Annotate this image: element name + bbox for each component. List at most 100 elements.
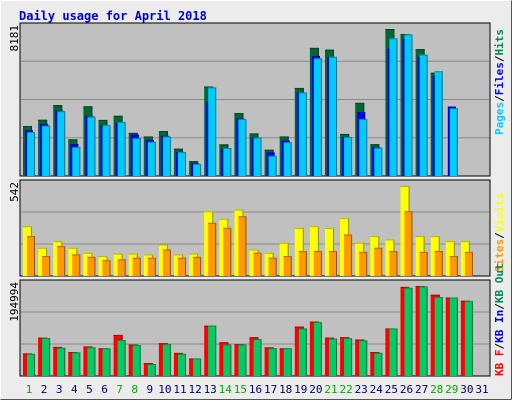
bar-hits-day-15 (238, 119, 247, 176)
bar-kbout-day-14 (223, 344, 232, 376)
bar-sites-day-11 (178, 257, 186, 276)
x-label-day-21: 21 (324, 383, 337, 396)
bar-sites-day-25 (389, 251, 398, 276)
bar-hits-day-1 (27, 131, 35, 176)
bar-sites-day-14 (223, 227, 232, 276)
bar-hits-day-5 (87, 116, 96, 176)
bar-sites-day-3 (57, 246, 66, 276)
bar-sites-day-6 (102, 260, 111, 276)
legend-sites: Sites (493, 239, 506, 272)
bar-kbout-day-30 (464, 301, 473, 376)
bar-kbout-day-20 (313, 321, 322, 376)
bar-sites-day-20 (313, 251, 322, 276)
bar-sites-day-1 (27, 236, 35, 276)
x-label-day-31: 31 (475, 383, 488, 396)
bar-kbout-day-22 (344, 338, 353, 376)
bar-hits-day-10 (162, 136, 171, 176)
bar-hits-day-27 (419, 54, 428, 176)
x-label-day-25: 25 (385, 383, 398, 396)
bar-kbout-day-7 (117, 339, 126, 376)
bar-hits-day-11 (178, 152, 186, 176)
x-label-day-8: 8 (131, 383, 138, 396)
legend-hits: Hits (493, 29, 506, 56)
legend-files: Files (493, 62, 506, 95)
bar-kbout-day-27 (419, 286, 428, 376)
bar-kbout-day-18 (283, 348, 292, 376)
x-label-day-5: 5 (86, 383, 93, 396)
bar-sites-day-21 (329, 251, 337, 276)
bar-kbout-day-1 (27, 353, 35, 376)
legend-pages: Pages (493, 102, 506, 135)
x-label-day-29: 29 (445, 383, 458, 396)
x-label-day-18: 18 (279, 383, 292, 396)
legend-kb-in: KB In (493, 310, 506, 343)
bar-hits-day-17 (268, 155, 277, 176)
bar-hits-day-2 (42, 125, 51, 176)
bar-kbout-day-16 (253, 339, 262, 376)
bar-sites-day-8 (132, 257, 141, 276)
bar-kbout-day-5 (87, 347, 96, 376)
bar-hits-day-20 (313, 58, 322, 176)
bar-hits-day-22 (344, 137, 353, 176)
bar-sites-day-10 (162, 249, 171, 276)
bar-kbout-day-10 (162, 344, 171, 376)
top-ymax-label: 8181 (8, 25, 21, 52)
x-label-day-17: 17 (264, 383, 277, 396)
bar-sites-day-27 (419, 251, 428, 276)
x-label-day-16: 16 (249, 383, 262, 396)
x-axis-labels: 1 2 3 4 5 6 7 8 9 10 11 12 13 14 15 16 17 18 19 20 21 22 23 24 2… (26, 383, 489, 396)
x-label-day-7: 7 (116, 383, 123, 396)
bar-kbout-day-28 (434, 297, 443, 376)
bar-kbout-day-9 (147, 363, 156, 376)
bar-hits-day-8 (132, 138, 141, 176)
bottom-legend: KB F/KB In/KB Out (493, 263, 506, 376)
bar-hits-day-14 (223, 147, 232, 176)
bar-kbout-day-24 (374, 352, 383, 376)
bar-sites-day-4 (72, 254, 81, 276)
x-label-day-13: 13 (204, 383, 217, 396)
bar-sites-day-13 (208, 222, 217, 276)
x-label-day-6: 6 (101, 383, 108, 396)
x-label-day-1: 1 (26, 383, 33, 396)
bar-kbout-day-2 (42, 338, 51, 376)
bar-kbout-day-6 (102, 348, 111, 376)
bar-sites-day-5 (87, 256, 96, 276)
bar-hits-day-24 (374, 147, 383, 176)
legend-kb-f: KB F (493, 350, 506, 377)
x-label-day-19: 19 (294, 383, 307, 396)
bar-hits-day-23 (359, 119, 368, 176)
bar-sites-day-19 (298, 251, 307, 276)
x-label-day-28: 28 (430, 383, 443, 396)
bar-sites-day-7 (117, 259, 126, 276)
x-label-day-15: 15 (234, 383, 247, 396)
bottom-ymax-label: 194994 (8, 282, 21, 322)
x-label-day-12: 12 (188, 383, 201, 396)
bar-sites-day-26 (404, 211, 413, 276)
x-label-day-9: 9 (146, 383, 153, 396)
bar-kbout-day-29 (449, 297, 458, 376)
bar-hits-day-29 (449, 108, 458, 176)
x-label-day-23: 23 (355, 383, 368, 396)
bar-sites-day-28 (434, 251, 443, 276)
x-label-day-27: 27 (415, 383, 428, 396)
bar-sites-day-18 (283, 256, 292, 276)
bar-sites-day-29 (449, 256, 458, 276)
bar-sites-day-23 (359, 251, 368, 276)
x-label-day-3: 3 (56, 383, 63, 396)
x-label-day-24: 24 (370, 383, 384, 396)
bar-hits-day-6 (102, 125, 111, 176)
x-label-day-14: 14 (219, 383, 233, 396)
chart-title: Daily usage for April 2018 (19, 9, 207, 23)
x-label-day-2: 2 (41, 383, 48, 396)
bar-hits-day-13 (208, 87, 217, 176)
bar-kbout-day-19 (298, 328, 307, 376)
x-label-day-20: 20 (309, 383, 322, 396)
bar-kbout-day-3 (57, 347, 66, 376)
bar-sites-day-24 (374, 247, 383, 276)
x-label-day-11: 11 (173, 383, 186, 396)
bar-kbout-day-8 (132, 345, 141, 376)
bar-kbout-day-11 (178, 353, 186, 376)
bar-kbout-day-25 (389, 328, 398, 376)
x-label-day-26: 26 (400, 383, 413, 396)
